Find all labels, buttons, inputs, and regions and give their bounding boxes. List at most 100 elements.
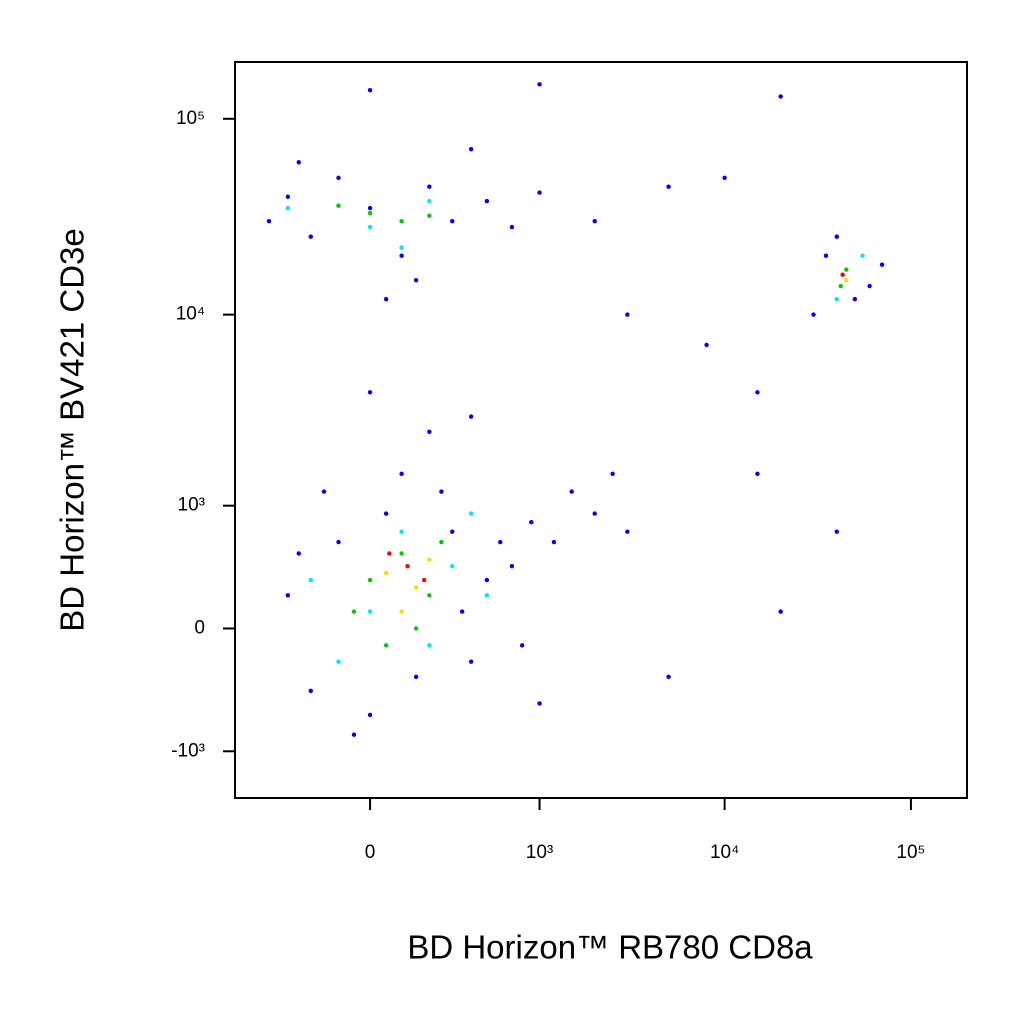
event-dot — [755, 390, 760, 395]
event-dot — [625, 529, 630, 534]
event-dot — [844, 277, 849, 283]
event-dot — [413, 674, 419, 680]
event-dot — [383, 296, 389, 302]
event-dot — [351, 732, 357, 737]
event-dot — [421, 577, 427, 583]
event-dot — [569, 489, 574, 494]
x-tick-label: 10³ — [526, 842, 553, 863]
event-dot — [755, 471, 760, 476]
event-dot — [838, 283, 843, 289]
event-dot — [867, 283, 872, 289]
event-dot — [413, 585, 419, 590]
x-axis-title: BD Horizon™ RB780 CD8a — [407, 929, 813, 966]
event-dot — [367, 390, 373, 395]
event-dot — [666, 184, 671, 189]
event-dot — [308, 577, 313, 583]
event-dot — [399, 609, 404, 614]
event-dot — [879, 262, 885, 267]
event-dot — [308, 688, 313, 694]
event-dot — [367, 87, 373, 93]
event-dot — [468, 146, 474, 152]
event-dot — [308, 234, 313, 239]
event-dot — [399, 551, 404, 556]
event-dot — [413, 626, 419, 631]
event-dot — [285, 194, 291, 199]
event-dot — [367, 224, 373, 230]
event-dot — [336, 175, 341, 180]
plot-frame — [234, 61, 968, 799]
event-dot — [852, 296, 858, 302]
event-dot — [427, 593, 432, 598]
event-dot — [439, 489, 444, 494]
event-dot — [399, 529, 404, 534]
event-dot — [610, 471, 615, 476]
event-dot — [321, 489, 327, 494]
event-dot — [285, 593, 291, 598]
event-dot — [666, 674, 671, 680]
event-dot — [519, 643, 525, 648]
event-dot — [468, 511, 474, 516]
event-dot — [336, 539, 341, 545]
event-dot — [834, 296, 839, 302]
y-axis-title: BD Horizon™ BV421 CD3e — [54, 228, 91, 632]
event-dot — [592, 219, 597, 224]
event-dot — [427, 429, 432, 434]
event-dot — [427, 557, 432, 562]
event-dot — [844, 267, 849, 272]
event-dot — [459, 609, 465, 614]
event-dot — [399, 219, 404, 224]
y-tick-label: -10³ — [171, 740, 205, 761]
event-dot — [285, 205, 291, 211]
event-dot — [823, 253, 829, 258]
event-dot — [399, 253, 404, 258]
x-tick-label: 0 — [365, 842, 376, 863]
event-dot — [336, 659, 341, 664]
event-dot — [484, 593, 490, 598]
event-dot — [383, 643, 389, 648]
event-dot — [551, 539, 557, 545]
event-dot — [439, 539, 444, 545]
event-dot — [498, 539, 503, 545]
event-dot — [336, 203, 341, 208]
event-dot — [450, 219, 455, 224]
event-dot — [778, 609, 783, 614]
event-dot — [509, 563, 515, 569]
event-dot — [625, 312, 630, 317]
event-dot — [367, 577, 373, 583]
event-dot — [399, 471, 404, 476]
y-tick-label: 10⁴ — [176, 304, 205, 325]
event-dot — [722, 175, 727, 180]
event-dot — [537, 190, 542, 195]
event-dot — [351, 609, 357, 614]
event-dot — [834, 234, 839, 239]
x-tick-label: 10⁵ — [896, 842, 925, 863]
event-dot — [367, 210, 373, 216]
event-dot — [468, 414, 474, 419]
y-tick-label: 0 — [194, 617, 205, 638]
event-dot — [811, 312, 816, 317]
y-tick-label: 10³ — [178, 495, 205, 516]
event-dot — [413, 277, 419, 283]
event-dot — [427, 184, 432, 189]
y-tick-label: 10⁵ — [176, 108, 205, 129]
x-tick-label: 10⁴ — [710, 842, 739, 863]
event-dot — [509, 224, 515, 230]
event-dot — [266, 219, 272, 224]
event-dot — [529, 520, 534, 525]
event-dot — [296, 160, 301, 165]
event-dot — [427, 643, 432, 648]
event-dot — [860, 253, 865, 258]
event-dot — [427, 198, 432, 204]
event-dot — [450, 563, 455, 569]
event-dot — [367, 712, 373, 718]
event-dot — [450, 529, 455, 534]
event-dot — [834, 529, 839, 534]
event-dot — [399, 245, 404, 250]
event-dot — [383, 570, 389, 576]
event-dot — [468, 659, 474, 664]
event-dot — [427, 213, 432, 218]
event-dot — [484, 198, 490, 204]
event-dot — [704, 342, 709, 348]
event-dot — [592, 511, 597, 516]
